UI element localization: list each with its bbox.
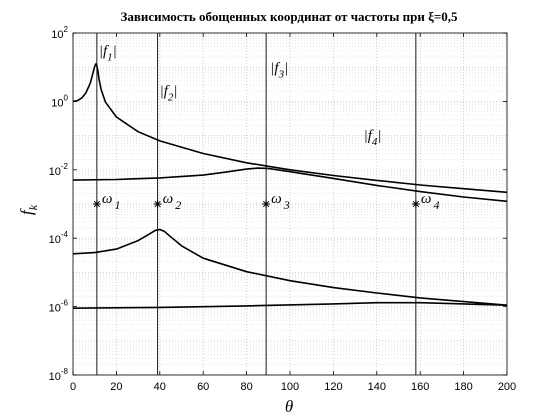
series-label-4: |f4| <box>364 128 382 148</box>
svg-text:fk: fk <box>17 204 40 215</box>
x-tick-label: 180 <box>454 381 472 393</box>
series-label-1: |f1| <box>99 43 117 63</box>
plot-area: ω 1 ω 2 ω 3 ω 4 |f1| |f2| |f3| |f4| 0 20 40 60 80 100 120 1… <box>49 25 517 393</box>
y-tick-label: 10-8 <box>49 367 69 383</box>
series-line-2 <box>72 167 508 203</box>
x-tick-label: 0 <box>70 381 76 393</box>
x-tick-label: 100 <box>281 381 299 393</box>
chart-title: Зависимость обощенных координат от часто… <box>120 9 458 24</box>
y-tick-label: 10-4 <box>49 230 69 246</box>
y-axis-label-base: f <box>17 208 36 215</box>
x-tick-label: 80 <box>240 381 252 393</box>
series-line-4 <box>72 301 508 309</box>
x-tick-label: 200 <box>498 381 516 393</box>
x-tick-label: 140 <box>368 381 386 393</box>
x-tick-label: 160 <box>411 381 429 393</box>
y-tick-label: 10-6 <box>49 299 69 315</box>
series-line-1 <box>72 63 508 194</box>
series-label-3: |f3| <box>270 60 288 80</box>
y-tick-label: 10-2 <box>49 162 69 178</box>
x-tick-label: 40 <box>154 381 166 393</box>
series-label-2: |f2| <box>160 83 178 103</box>
omega-marker-1 <box>92 200 101 208</box>
y-tick-label: 100 <box>51 93 68 109</box>
x-tick-label: 60 <box>197 381 209 393</box>
x-tick-label: 120 <box>324 381 342 393</box>
omega-marker-4 <box>411 200 420 208</box>
y-tick-label: 102 <box>51 25 68 41</box>
omega-marker-2 <box>153 200 162 208</box>
x-tick-label: 20 <box>110 381 122 393</box>
y-axis-label-sub: k <box>26 204 40 210</box>
series-line-3 <box>72 228 508 306</box>
y-axis-label: fk <box>17 204 40 215</box>
omega-marker-3 <box>262 200 271 208</box>
x-axis-label: θ <box>285 397 293 416</box>
